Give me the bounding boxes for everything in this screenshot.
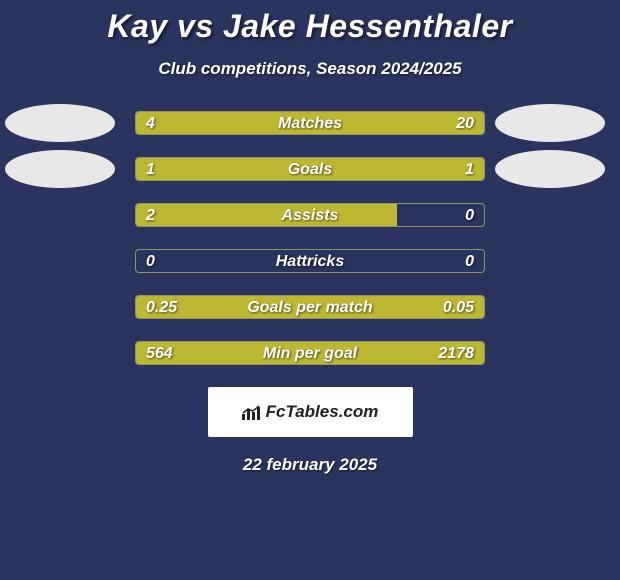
stat-label: Matches	[136, 112, 484, 135]
stat-value-right: 1	[465, 158, 474, 181]
stat-label: Goals	[136, 158, 484, 181]
player-right-avatar	[495, 104, 605, 142]
stat-label: Assists	[136, 204, 484, 227]
stat-value-right: 0	[465, 250, 474, 273]
stat-row: 0.25Goals per match0.05	[0, 295, 620, 319]
stat-label: Goals per match	[136, 296, 484, 319]
comparison-chart: 4Matches201Goals12Assists00Hattricks00.2…	[0, 111, 620, 365]
stat-row: 564Min per goal2178	[0, 341, 620, 365]
chart-icon	[242, 404, 262, 420]
player-left-avatar	[5, 150, 115, 188]
stat-bar: 2Assists0	[135, 203, 485, 227]
stat-bar: 0Hattricks0	[135, 249, 485, 273]
stat-bar: 0.25Goals per match0.05	[135, 295, 485, 319]
logo-text: FcTables.com	[242, 402, 379, 422]
stat-value-right: 0	[465, 204, 474, 227]
comparison-title: Kay vs Jake Hessenthaler	[0, 0, 620, 45]
stat-bar: 564Min per goal2178	[135, 341, 485, 365]
stat-row: 4Matches20	[0, 111, 620, 135]
stat-row: 2Assists0	[0, 203, 620, 227]
stat-bar: 4Matches20	[135, 111, 485, 135]
stat-value-right: 2178	[438, 342, 474, 365]
comparison-date: 22 february 2025	[0, 455, 620, 475]
player-right-avatar	[495, 150, 605, 188]
stat-label: Hattricks	[136, 250, 484, 273]
logo-box: FcTables.com	[208, 387, 413, 437]
stat-value-right: 20	[456, 112, 474, 135]
player-left-avatar	[5, 104, 115, 142]
stat-label: Min per goal	[136, 342, 484, 365]
stat-value-right: 0.05	[443, 296, 474, 319]
logo-label: FcTables.com	[266, 402, 379, 422]
stat-row: 1Goals1	[0, 157, 620, 181]
comparison-subtitle: Club competitions, Season 2024/2025	[0, 59, 620, 79]
stat-row: 0Hattricks0	[0, 249, 620, 273]
stat-bar: 1Goals1	[135, 157, 485, 181]
